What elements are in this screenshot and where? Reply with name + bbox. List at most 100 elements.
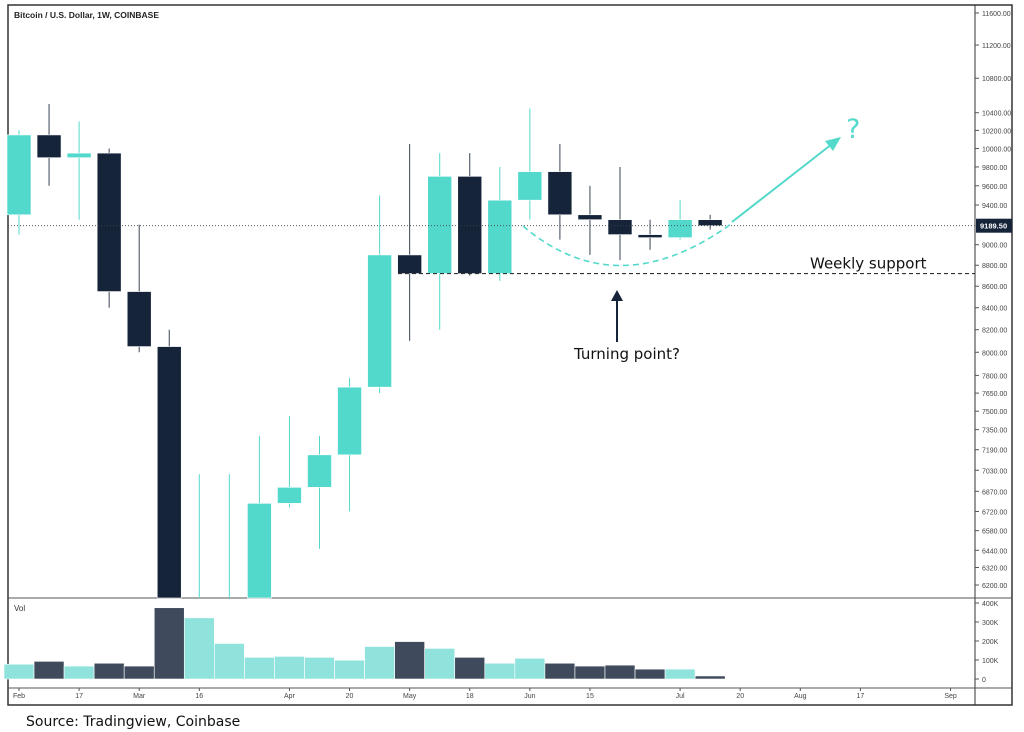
price-tick-label: 8600.00 <box>982 284 1007 291</box>
volume-bar <box>394 641 425 680</box>
price-tick-label: 7350.00 <box>982 428 1007 435</box>
candle-body <box>517 171 543 201</box>
time-tick-label: 17 <box>75 693 83 700</box>
price-tick-label: 10200.00 <box>982 128 1011 135</box>
candle-body <box>96 152 122 292</box>
price-tick-label: 10800.00 <box>982 76 1011 83</box>
price-tick-label: 7500.00 <box>982 409 1007 416</box>
volume-bar <box>424 648 456 680</box>
turning-point-label: Turning point? <box>573 345 680 363</box>
candle-body <box>397 254 422 274</box>
candle-body <box>427 176 453 274</box>
price-tick-label: 11600.00 <box>982 11 1011 18</box>
volume-tick-label: 100K <box>982 658 999 665</box>
price-tick-label: 6870.00 <box>982 489 1007 496</box>
price-tick-label: 6720.00 <box>982 509 1007 516</box>
volume-bar <box>214 643 245 680</box>
price-tick-label: 11200.00 <box>982 43 1011 50</box>
price-tick-label: 9000.00 <box>982 243 1007 250</box>
price-tick-label: 7650.00 <box>982 391 1007 398</box>
time-tick-label: Sep <box>944 693 957 700</box>
volume-tick-label: 0 <box>982 677 986 684</box>
volume-bar <box>364 646 395 680</box>
volume-bar <box>334 659 365 680</box>
time-tick-label: 20 <box>346 693 354 700</box>
volume-bar <box>244 657 275 680</box>
price-tick-label: 6320.00 <box>982 565 1007 572</box>
volume-bar <box>514 657 546 680</box>
candle-body <box>36 134 62 158</box>
candle-body <box>156 346 182 599</box>
volume-bar <box>454 657 486 680</box>
time-tick-label: 15 <box>586 693 594 700</box>
price-tick-label: 10000.00 <box>982 147 1011 154</box>
price-tick-label: 7800.00 <box>982 373 1007 380</box>
candle-body <box>547 171 573 216</box>
time-tick-label: Mar <box>133 693 146 700</box>
volume-bar <box>634 668 666 680</box>
volume-bar <box>33 661 65 680</box>
candle-body <box>487 199 513 274</box>
time-tick-label: Jun <box>524 693 535 700</box>
candle-body <box>307 454 332 488</box>
candle-body <box>607 219 633 235</box>
volume-tick-label: 300K <box>982 620 999 627</box>
price-tick-label: 9800.00 <box>982 165 1007 172</box>
candle-body <box>247 503 272 599</box>
volume-bar <box>664 668 696 680</box>
price-tick-label: 9600.00 <box>982 184 1007 191</box>
price-tick-label: 8400.00 <box>982 306 1007 313</box>
price-tick-label: 10400.00 <box>982 111 1011 118</box>
volume-bar <box>3 663 35 680</box>
price-tick-label: 6440.00 <box>982 548 1007 555</box>
price-tick-label: 8000.00 <box>982 350 1007 357</box>
volume-tick-label: 400K <box>982 601 999 608</box>
volume-bar <box>574 665 606 680</box>
candle-body <box>367 254 392 388</box>
volume-bar <box>63 665 95 680</box>
time-tick-label: Feb <box>13 693 25 700</box>
source-caption: Source: Tradingview, Coinbase <box>26 714 241 730</box>
candle-body <box>337 386 362 456</box>
candle-body <box>277 487 302 504</box>
price-tick-label: 6200.00 <box>982 583 1007 590</box>
price-tick-label: 9400.00 <box>982 203 1007 210</box>
time-tick-label: May <box>403 693 417 700</box>
weekly-support-label: Weekly support <box>810 255 927 273</box>
volume-bar <box>304 657 335 680</box>
volume-tick-label: 200K <box>982 639 999 646</box>
volume-bar <box>93 662 125 680</box>
candle-body <box>637 234 663 238</box>
time-tick-label: Jul <box>676 693 685 700</box>
price-tick-label: 7030.00 <box>982 468 1007 475</box>
time-tick-label: Aug <box>794 693 807 700</box>
volume-bar <box>274 656 305 680</box>
candle-body <box>126 291 152 347</box>
chart-title: Bitcoin / U.S. Dollar, 1W, COINBASE <box>14 10 159 20</box>
candle-body <box>577 214 603 221</box>
last-price-badge <box>976 218 1012 233</box>
breakout-arrow <box>731 143 833 223</box>
volume-bar <box>694 675 726 680</box>
turning-point-arrowhead-icon <box>611 290 623 301</box>
candle-body <box>6 134 32 216</box>
time-tick-label: 17 <box>857 693 865 700</box>
volume-bar <box>184 617 215 680</box>
volume-bar <box>544 662 576 680</box>
volume-label: Vol <box>14 604 25 613</box>
time-tick-label: 20 <box>736 693 744 700</box>
volume-bar <box>484 662 516 680</box>
price-tick-label: 8800.00 <box>982 263 1007 270</box>
candle-body <box>66 152 92 158</box>
breakout-arrowhead-icon <box>825 137 841 151</box>
price-tick-label: 6580.00 <box>982 529 1007 536</box>
candle-body <box>697 219 723 226</box>
candle-body <box>457 176 483 274</box>
volume-bar <box>604 664 636 680</box>
last-price-label: 9189.50 <box>980 222 1007 231</box>
price-tick-label: 7190.00 <box>982 448 1007 455</box>
volume-bar <box>153 607 185 680</box>
candle-body <box>667 219 693 238</box>
question-mark: ? <box>846 114 860 145</box>
time-tick-label: 18 <box>466 693 474 700</box>
